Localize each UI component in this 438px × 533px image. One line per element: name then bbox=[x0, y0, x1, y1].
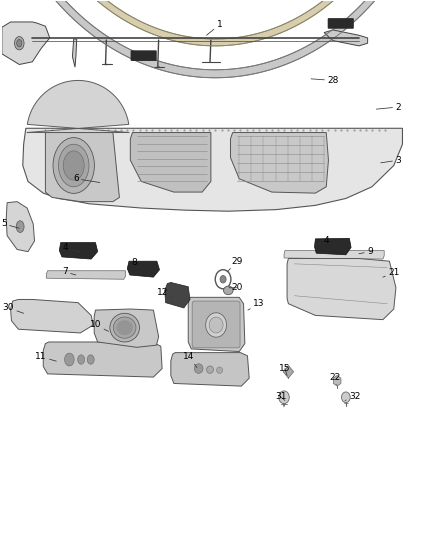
Text: 30: 30 bbox=[3, 303, 24, 313]
Circle shape bbox=[220, 276, 226, 283]
Text: 15: 15 bbox=[279, 364, 291, 375]
Polygon shape bbox=[43, 342, 162, 377]
Polygon shape bbox=[23, 128, 403, 211]
Text: 31: 31 bbox=[275, 392, 286, 401]
Text: 3: 3 bbox=[381, 156, 401, 165]
Ellipse shape bbox=[16, 221, 24, 232]
Text: 11: 11 bbox=[35, 352, 57, 361]
Ellipse shape bbox=[194, 364, 203, 373]
Text: 6: 6 bbox=[73, 174, 100, 183]
Polygon shape bbox=[11, 300, 93, 333]
Polygon shape bbox=[23, 0, 407, 46]
Polygon shape bbox=[284, 251, 384, 259]
Polygon shape bbox=[131, 133, 211, 192]
Polygon shape bbox=[165, 282, 190, 308]
Ellipse shape bbox=[117, 320, 133, 335]
Text: 14: 14 bbox=[184, 352, 197, 368]
Ellipse shape bbox=[223, 286, 233, 295]
Polygon shape bbox=[46, 271, 126, 279]
Polygon shape bbox=[171, 353, 249, 386]
Polygon shape bbox=[287, 259, 396, 320]
Text: 29: 29 bbox=[227, 257, 243, 272]
Ellipse shape bbox=[87, 355, 94, 364]
Text: 5: 5 bbox=[1, 220, 19, 229]
Text: 28: 28 bbox=[311, 76, 339, 85]
Polygon shape bbox=[72, 39, 77, 67]
FancyBboxPatch shape bbox=[131, 50, 157, 61]
Text: 4: 4 bbox=[62, 244, 80, 253]
Ellipse shape bbox=[216, 367, 223, 373]
Polygon shape bbox=[230, 133, 328, 193]
Ellipse shape bbox=[207, 366, 213, 373]
FancyBboxPatch shape bbox=[328, 18, 354, 29]
Ellipse shape bbox=[113, 317, 136, 338]
Text: 7: 7 bbox=[62, 268, 76, 276]
FancyBboxPatch shape bbox=[192, 301, 240, 348]
Ellipse shape bbox=[53, 138, 95, 193]
Ellipse shape bbox=[63, 151, 84, 180]
Text: 13: 13 bbox=[248, 299, 265, 310]
Ellipse shape bbox=[206, 313, 226, 337]
Polygon shape bbox=[127, 261, 159, 277]
Polygon shape bbox=[324, 30, 367, 46]
Polygon shape bbox=[94, 309, 159, 348]
Text: 20: 20 bbox=[229, 283, 243, 292]
Polygon shape bbox=[0, 0, 438, 78]
Ellipse shape bbox=[59, 144, 89, 187]
Ellipse shape bbox=[110, 313, 139, 342]
Text: 10: 10 bbox=[90, 320, 109, 332]
Text: 12: 12 bbox=[157, 287, 172, 296]
Polygon shape bbox=[27, 80, 130, 133]
Polygon shape bbox=[2, 22, 50, 64]
Ellipse shape bbox=[17, 39, 22, 47]
Text: 1: 1 bbox=[207, 20, 223, 35]
Text: 32: 32 bbox=[345, 392, 360, 401]
Polygon shape bbox=[60, 243, 98, 259]
Text: 22: 22 bbox=[329, 373, 341, 384]
Text: 9: 9 bbox=[359, 247, 373, 256]
Text: 2: 2 bbox=[376, 102, 401, 111]
Text: 21: 21 bbox=[383, 269, 399, 277]
Ellipse shape bbox=[14, 37, 24, 50]
Ellipse shape bbox=[78, 355, 85, 364]
Polygon shape bbox=[46, 133, 120, 201]
Polygon shape bbox=[188, 297, 245, 352]
Circle shape bbox=[342, 392, 350, 402]
Polygon shape bbox=[314, 238, 351, 255]
Ellipse shape bbox=[209, 317, 223, 333]
Text: 4: 4 bbox=[315, 237, 329, 246]
Text: 8: 8 bbox=[132, 258, 140, 268]
Ellipse shape bbox=[64, 353, 74, 366]
Polygon shape bbox=[6, 201, 35, 252]
Circle shape bbox=[279, 391, 289, 403]
